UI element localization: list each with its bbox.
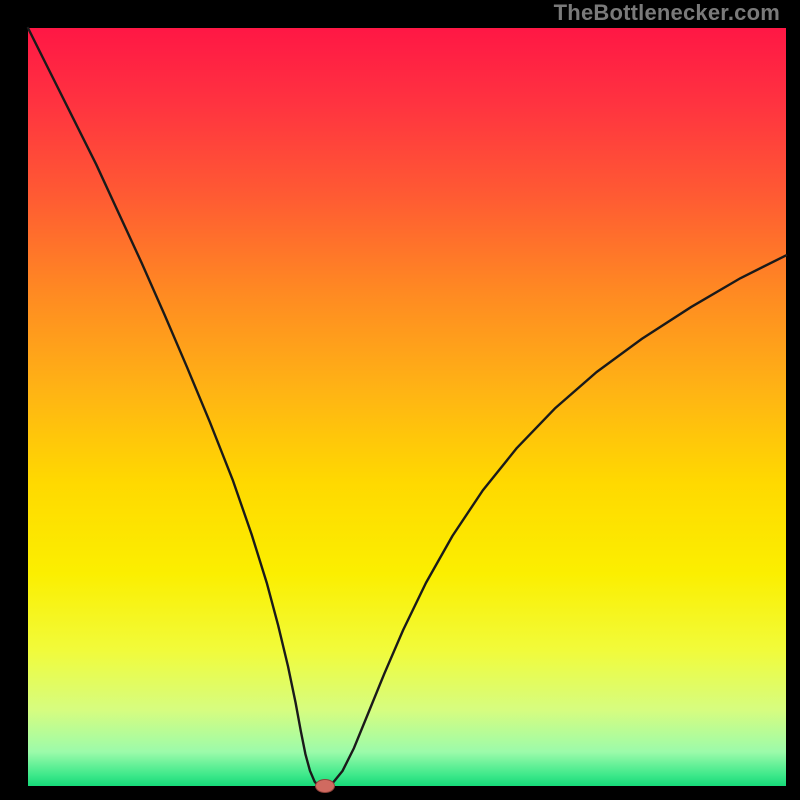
plot-area	[28, 28, 786, 786]
chart-container: TheBottlenecker.com	[0, 0, 800, 800]
curve-layer	[28, 28, 786, 786]
watermark-text: TheBottlenecker.com	[554, 0, 780, 26]
bottleneck-curve	[28, 28, 786, 786]
optimum-marker	[315, 779, 335, 793]
